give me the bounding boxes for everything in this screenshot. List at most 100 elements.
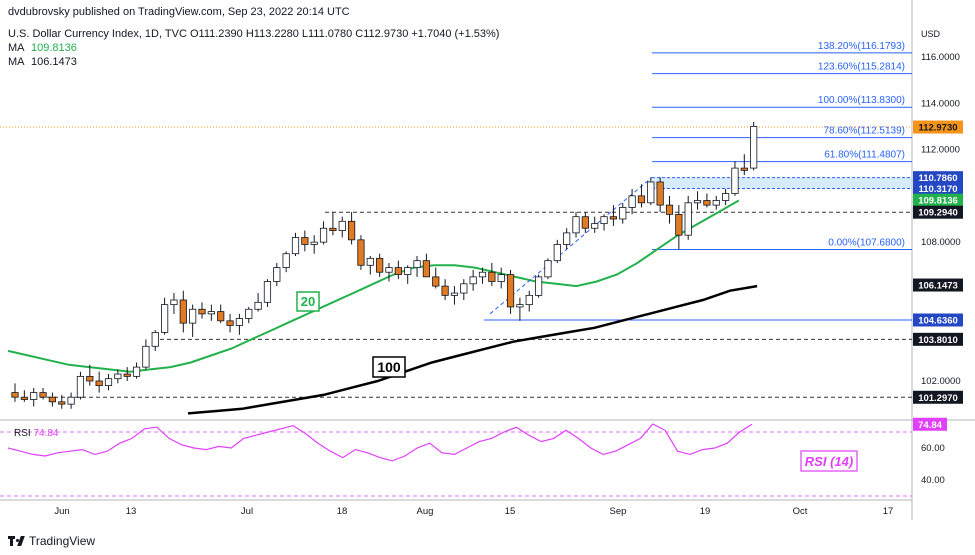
rsi-axis-tick: 60.00 (921, 443, 945, 454)
candle (95, 371, 103, 393)
candle (740, 154, 748, 176)
price-tag-bg (913, 278, 963, 292)
candle (432, 267, 440, 289)
ma100-tag-box (372, 356, 406, 378)
candle-body (114, 373, 122, 380)
candle (30, 387, 38, 407)
price-tag: 109.8136 (913, 193, 963, 207)
candle (198, 302, 206, 319)
candle-body (516, 304, 524, 308)
price-tag-text: 103.8010 (918, 335, 958, 346)
ma20-tag: 20 (296, 291, 320, 312)
candle-body (329, 227, 337, 231)
rsi-annotation-box (800, 450, 858, 472)
candle-body (385, 267, 393, 273)
price-tag: 103.8010 (913, 332, 963, 346)
candle-body (404, 267, 412, 275)
candle (48, 392, 57, 407)
fib-level-label: 100.00%(113.8300) (818, 95, 905, 106)
candle (647, 177, 655, 206)
time-axis-tick: Jun (54, 506, 69, 517)
candle-body (291, 237, 300, 255)
time-axis-tick: Jul (241, 506, 253, 517)
candle (656, 177, 664, 213)
candle (151, 330, 159, 351)
candle (600, 214, 608, 231)
price-tag-text: 106.1473 (918, 281, 958, 292)
candle-body (497, 274, 505, 282)
candle-body (525, 294, 533, 306)
price-tag-bg (913, 182, 963, 196)
price-tag-bg (913, 205, 963, 219)
time-axis-tick: 19 (700, 506, 711, 517)
candle (628, 188, 636, 215)
rsi-legend-value: 74.84 (33, 428, 58, 439)
candle-body (189, 308, 197, 324)
price-axis-tick: 102.0000 (921, 376, 961, 387)
candle (675, 205, 683, 250)
tradingview-brand: TradingView (29, 534, 96, 548)
price-tag-text: 104.6360 (918, 315, 958, 326)
candle (263, 279, 272, 307)
candle-body (366, 257, 374, 266)
candle (76, 371, 85, 400)
candle (273, 262, 281, 287)
candle (572, 212, 580, 238)
candle (217, 304, 225, 324)
candle-body (750, 126, 758, 169)
candle-body (572, 216, 580, 234)
candle-body (376, 257, 384, 273)
rsi-annotation-text: RSI (14) (805, 454, 853, 469)
candle (591, 216, 599, 233)
candle-body (357, 239, 365, 266)
ma20-tag-box (296, 291, 320, 312)
price-tag-bg (913, 313, 963, 327)
candle (376, 253, 384, 277)
rsi-axis-tick: 40.00 (921, 475, 945, 486)
candle-body (609, 216, 618, 220)
candle-body (160, 304, 169, 333)
candle-body (488, 271, 496, 282)
candle (67, 392, 75, 409)
candle-body (731, 167, 739, 194)
candle (366, 256, 374, 275)
candle-body (740, 167, 748, 171)
candle (665, 195, 674, 224)
candle (450, 286, 459, 305)
candle-body (544, 260, 552, 278)
candle (207, 304, 215, 321)
fib-level-label: 138.20%(116.1793) (818, 41, 905, 52)
fib-level-label: 78.60%(112.5139) (823, 126, 905, 137)
candle (58, 394, 66, 409)
price-axis-tick: 114.0000 (921, 98, 960, 109)
candle (189, 304, 197, 338)
candle (291, 232, 300, 257)
candle (235, 313, 243, 335)
candle (422, 253, 431, 278)
candle-body (254, 301, 262, 310)
candle-body (170, 299, 178, 306)
price-tag-text: 112.9730 (918, 123, 957, 134)
candle (179, 290, 187, 333)
candle (478, 267, 487, 284)
resistance-zone (652, 177, 912, 189)
time-axis-tick: Oct (793, 506, 808, 517)
candle (319, 221, 328, 245)
candle-body (684, 202, 692, 236)
candle (282, 251, 290, 273)
candle-body (600, 216, 608, 225)
candle-body (245, 308, 253, 319)
candle (506, 269, 515, 314)
candle-body (48, 396, 57, 403)
candle-body (20, 396, 28, 400)
candle (11, 383, 19, 402)
time-axis-tick: 15 (505, 506, 516, 517)
candle-body (30, 392, 38, 400)
rsi-legend: RSI 74.84 (14, 428, 59, 439)
legend-ma20: MA 109.8136 (8, 42, 77, 54)
tradingview-logo[interactable]: TradingView (8, 534, 95, 548)
price-tag: 109.2940 (913, 205, 963, 219)
candle (338, 216, 346, 238)
candle (357, 235, 365, 270)
